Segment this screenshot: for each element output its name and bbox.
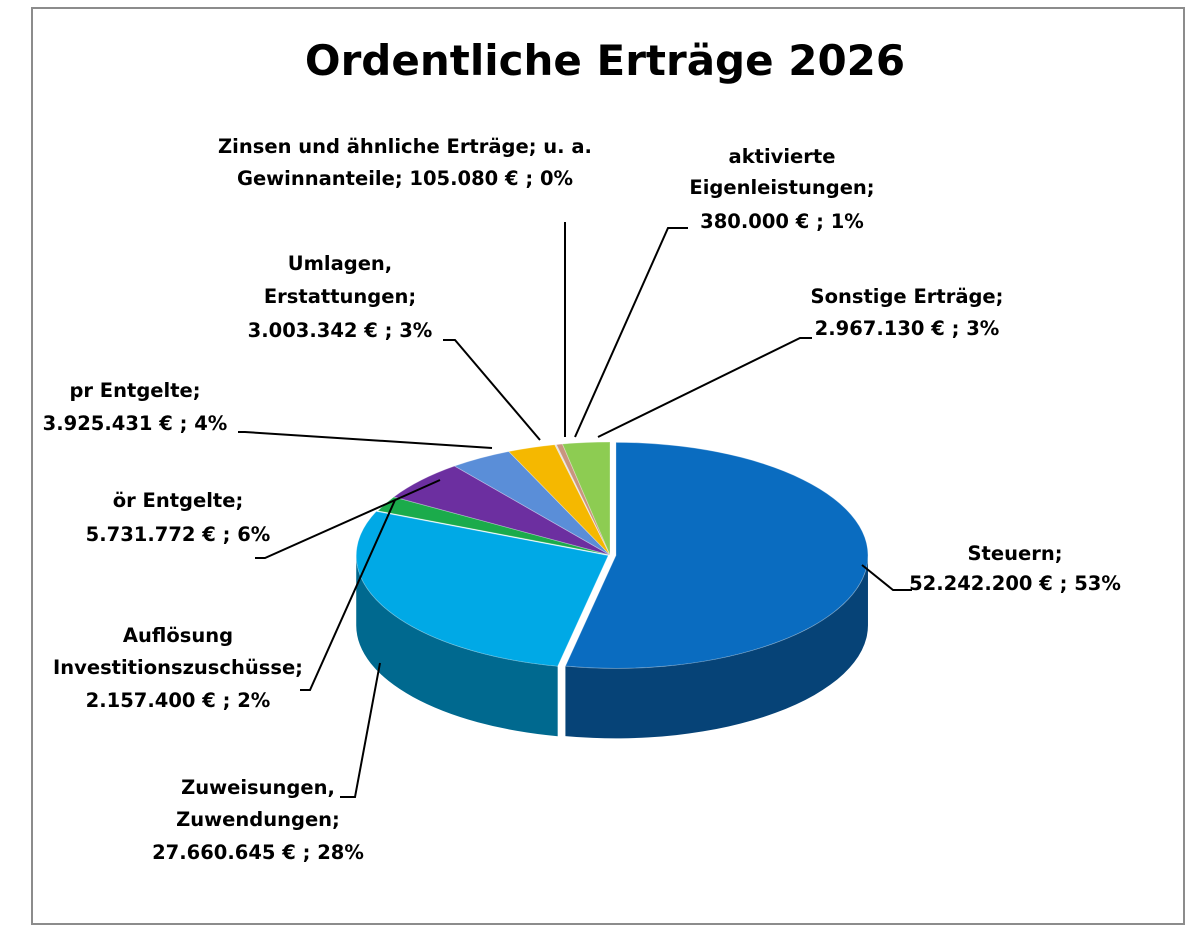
slice-value-label: 3.003.342 € ; 3% — [248, 319, 433, 342]
slice-value-label: 27.660.645 € ; 28% — [152, 841, 364, 864]
leader-line — [443, 339, 541, 441]
slice-top — [392, 465, 611, 556]
slice-label: pr Entgelte; — [69, 379, 200, 402]
leader-line — [574, 227, 688, 438]
slice-label: aktivierte — [729, 145, 836, 168]
slice-label: Auflösung — [123, 624, 233, 647]
slice-top — [564, 441, 869, 669]
slice-labels: Steuern; 52.242.200 € ; 53% Zuweisungen, Zu… — [43, 135, 1121, 864]
leader-line — [340, 662, 381, 798]
slice-top — [561, 441, 611, 556]
slice-top — [453, 451, 611, 556]
slice-label: Umlagen, — [288, 252, 392, 275]
slice-label: Steuern; — [968, 542, 1063, 565]
slice-value-label: 52.242.200 € ; 53% — [909, 572, 1121, 595]
leader-line — [238, 431, 493, 449]
slice-label: Erstattungen; — [264, 285, 416, 308]
slice-label: Zuweisungen, — [181, 776, 335, 799]
slice-top — [555, 443, 611, 556]
leader-line — [861, 564, 912, 591]
slice-top — [355, 510, 609, 667]
slice-wall — [356, 555, 558, 737]
slice-label: Sonstige Erträge; — [811, 285, 1004, 308]
chart-title: Ordentliche Erträge 2026 — [305, 36, 905, 85]
slice-top — [554, 444, 611, 556]
leader-line — [300, 499, 396, 691]
pie-3d-walls — [356, 555, 868, 739]
slice-value-label: 2.157.400 € ; 2% — [86, 689, 271, 712]
slice-label: Gewinnanteile; 105.080 € ; 0% — [237, 167, 573, 190]
slice-value-label: 380.000 € ; 1% — [700, 210, 864, 233]
slice-value-label: 3.925.431 € ; 4% — [43, 412, 228, 435]
leader-line — [597, 337, 812, 438]
slice-wall — [565, 555, 868, 739]
slice-value-label: 2.967.130 € ; 3% — [815, 317, 1000, 340]
slice-label: Zuwendungen; — [176, 808, 340, 831]
slice-value-label: 5.731.772 € ; 6% — [86, 523, 271, 546]
slice-top — [508, 444, 611, 556]
slice-label: Eigenleistungen; — [689, 176, 874, 199]
slice-label: ör Entgelte; — [113, 489, 244, 512]
pie-slices — [355, 441, 869, 669]
slice-label: Zinsen und ähnliche Erträge; u. a. — [218, 135, 592, 158]
leader-line — [255, 479, 441, 559]
leader-lines — [238, 222, 912, 798]
slice-label: Investitionszuschüsse; — [53, 656, 303, 679]
